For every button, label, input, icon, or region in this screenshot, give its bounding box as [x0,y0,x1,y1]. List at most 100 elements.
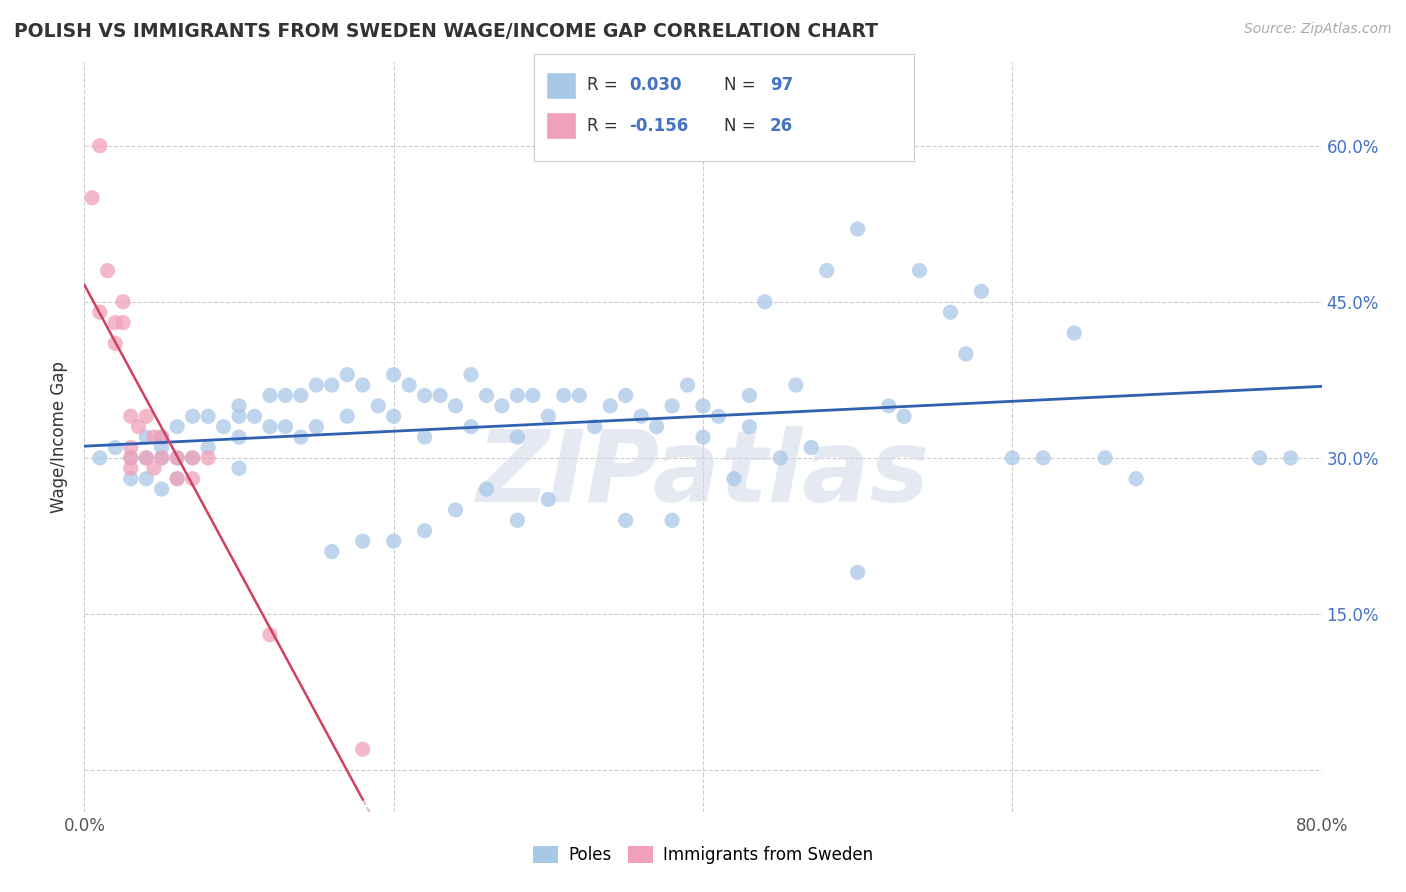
Point [1279,450,1302,465]
Point [506,430,529,444]
Point [429,388,451,402]
Point [367,399,389,413]
Point [506,388,529,402]
Text: 26: 26 [769,117,793,135]
Point [352,742,374,756]
Point [475,482,498,496]
Text: Source: ZipAtlas.com: Source: ZipAtlas.com [1244,22,1392,37]
Point [143,461,166,475]
Text: -0.156: -0.156 [630,117,689,135]
Point [676,378,699,392]
Text: POLISH VS IMMIGRANTS FROM SWEDEN WAGE/INCOME GAP CORRELATION CHART: POLISH VS IMMIGRANTS FROM SWEDEN WAGE/IN… [14,22,879,41]
Point [120,450,142,465]
Point [382,368,405,382]
Point [212,419,235,434]
Point [166,450,188,465]
Point [846,222,869,236]
Point [120,461,142,475]
Point [143,430,166,444]
Point [444,503,467,517]
Point [228,409,250,424]
Point [150,450,173,465]
Point [815,263,838,277]
Point [135,430,157,444]
Point [305,378,328,392]
Point [181,409,204,424]
Point [166,472,188,486]
Point [460,368,482,382]
Point [522,388,544,402]
Point [104,336,127,351]
Point [321,544,343,558]
Point [150,430,173,444]
Point [413,524,436,538]
Point [506,513,529,527]
Point [290,430,312,444]
Text: N =: N = [724,76,755,94]
Point [228,399,250,413]
Point [120,450,142,465]
Point [1063,326,1085,340]
Point [1032,450,1054,465]
Text: 97: 97 [769,76,793,94]
Point [166,472,188,486]
Y-axis label: Wage/Income Gap: Wage/Income Gap [51,361,69,513]
Point [785,378,807,392]
Point [491,399,513,413]
Point [120,472,142,486]
Point [614,388,637,402]
Point [599,399,621,413]
Point [197,409,219,424]
Point [127,419,149,434]
Point [382,534,405,549]
Point [135,450,157,465]
Point [398,378,420,392]
Point [274,419,297,434]
Point [769,450,792,465]
Point [382,409,405,424]
Legend: Poles, Immigrants from Sweden: Poles, Immigrants from Sweden [526,839,880,871]
Point [321,378,343,392]
Point [352,378,374,392]
Point [228,430,250,444]
Point [112,316,135,330]
Point [630,409,652,424]
Point [970,285,993,299]
Point [104,316,127,330]
Point [120,409,142,424]
Point [135,450,157,465]
Point [166,419,188,434]
Point [150,430,173,444]
Point [82,191,104,205]
Point [305,419,328,434]
Point [166,450,188,465]
Point [181,450,204,465]
Point [181,450,204,465]
Point [89,450,111,465]
Point [413,388,436,402]
Point [877,399,900,413]
Point [112,294,135,309]
Point [444,399,467,413]
Point [800,441,823,455]
Point [135,409,157,424]
Point [893,409,915,424]
Point [197,450,219,465]
Point [846,566,869,580]
Point [150,482,173,496]
Point [475,388,498,402]
Point [290,388,312,402]
Text: N =: N = [724,117,755,135]
Point [104,441,127,455]
Point [228,461,250,475]
Point [89,138,111,153]
Point [568,388,591,402]
Point [120,441,142,455]
Point [1094,450,1116,465]
Point [336,409,359,424]
Point [413,430,436,444]
Point [537,492,560,507]
Point [553,388,575,402]
Point [259,388,281,402]
Point [197,441,219,455]
